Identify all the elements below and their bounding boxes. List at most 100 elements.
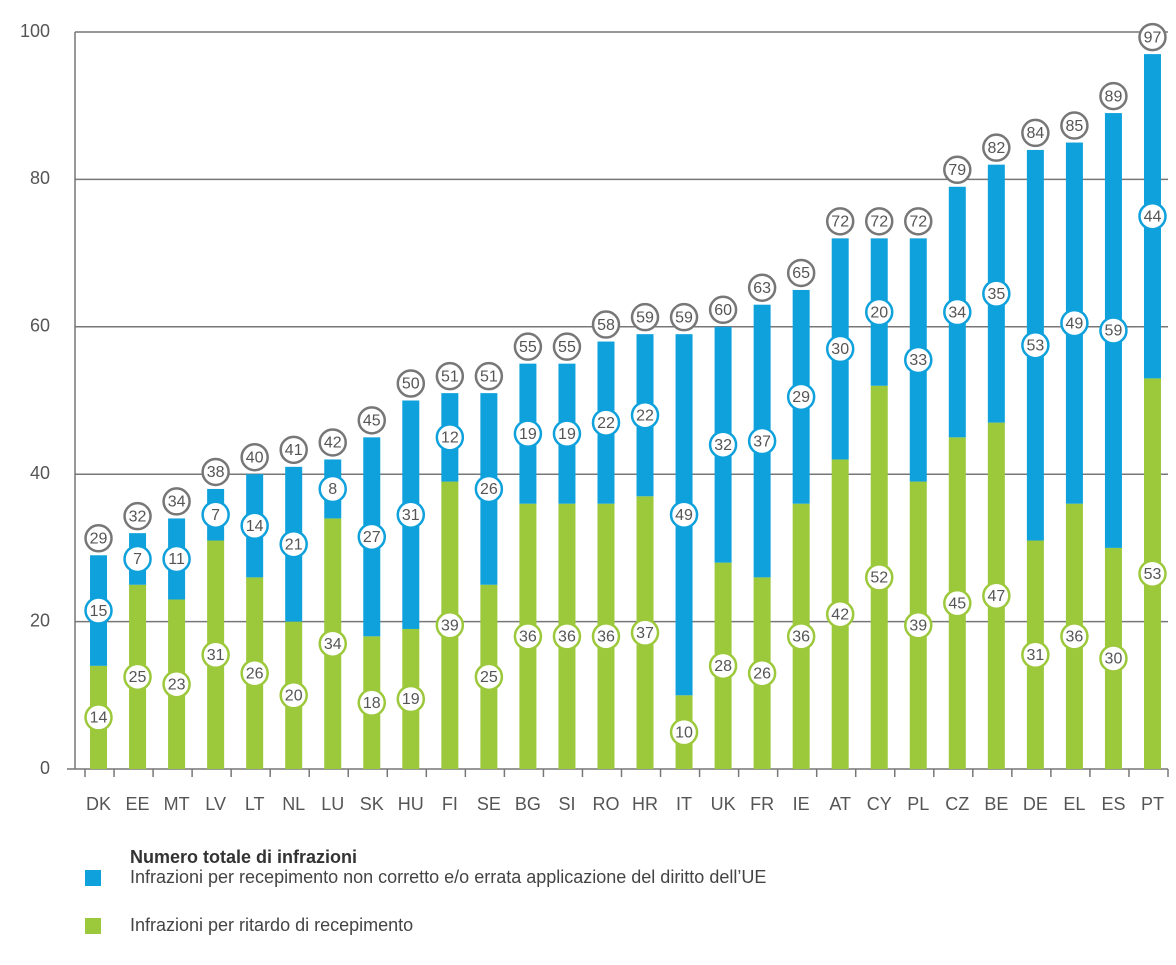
label-circle <box>1099 81 1128 111</box>
value-label: 51 <box>480 368 498 385</box>
label-circle <box>240 658 269 688</box>
label-circle <box>474 361 504 391</box>
label-circle <box>904 207 933 236</box>
label-circle <box>591 622 621 651</box>
label-circle <box>904 345 933 375</box>
label-circle <box>1138 22 1167 52</box>
label-circle <box>123 662 152 692</box>
value-label: 34 <box>324 636 342 653</box>
x-tick-label: RO <box>592 794 619 814</box>
value-label: 14 <box>246 518 264 535</box>
y-tick-label: 40 <box>30 463 50 483</box>
label-circle <box>396 369 426 398</box>
label-circle <box>1060 622 1089 651</box>
label-circle <box>747 273 777 302</box>
label-circle <box>84 703 113 732</box>
value-label: 36 <box>1066 629 1084 646</box>
label-circle <box>279 529 308 559</box>
x-tick-label: EE <box>126 794 150 814</box>
value-label: 39 <box>909 618 927 635</box>
value-label: 72 <box>870 214 888 231</box>
label-circle <box>1060 308 1089 338</box>
value-label: 26 <box>753 665 771 682</box>
value-label: 59 <box>1105 323 1123 340</box>
value-label: 23 <box>168 676 186 693</box>
value-label: 40 <box>246 449 264 466</box>
label-circle <box>513 419 543 448</box>
value-label: 84 <box>1026 125 1044 142</box>
value-label: 37 <box>636 625 654 642</box>
label-circle <box>396 500 426 529</box>
x-tick-label: CY <box>867 794 892 814</box>
value-label: 38 <box>207 464 225 481</box>
x-tick-label: SI <box>558 794 575 814</box>
label-circle <box>825 207 855 236</box>
value-label: 85 <box>1066 118 1084 135</box>
value-label: 34 <box>168 494 186 511</box>
value-label: 25 <box>129 669 147 686</box>
value-label: 29 <box>792 389 810 406</box>
value-label: 26 <box>246 665 264 682</box>
label-circle <box>825 334 855 364</box>
value-label: 39 <box>441 618 459 635</box>
label-circle <box>318 629 347 658</box>
x-tick-label: IE <box>793 794 810 814</box>
value-label: 72 <box>909 214 927 231</box>
value-label: 25 <box>480 669 498 686</box>
label-circle <box>982 133 1011 162</box>
value-label: 52 <box>870 570 888 587</box>
label-circle <box>669 717 699 747</box>
value-label: 49 <box>675 507 693 524</box>
value-label: 30 <box>1105 651 1123 668</box>
label-circle <box>708 430 738 459</box>
x-tick-label: PL <box>907 794 929 814</box>
label-circle <box>630 400 660 430</box>
label-circle <box>708 295 738 325</box>
label-circle <box>591 408 621 437</box>
label-circle <box>435 423 465 452</box>
value-label: 27 <box>363 529 381 546</box>
value-label: 21 <box>285 536 303 553</box>
value-label: 42 <box>831 606 849 623</box>
x-tick-label: LT <box>245 794 265 814</box>
label-circle <box>1060 111 1089 140</box>
label-circle <box>825 599 855 629</box>
label-circle <box>1099 316 1128 345</box>
x-tick-label: AT <box>829 794 851 814</box>
value-label: 28 <box>714 658 732 675</box>
label-circle <box>357 406 387 435</box>
x-tick-label: BG <box>515 794 541 814</box>
value-label: 89 <box>1105 88 1123 105</box>
value-label: 11 <box>168 551 185 568</box>
label-circle <box>1099 644 1128 673</box>
y-tick-label: 100 <box>20 21 50 41</box>
label-circle <box>786 258 816 288</box>
label-circle <box>279 435 308 465</box>
value-label: 10 <box>675 724 693 741</box>
value-label: 45 <box>948 595 966 612</box>
label-circle <box>552 419 582 448</box>
value-label: 55 <box>558 339 576 356</box>
value-label: 45 <box>363 413 381 430</box>
value-label: 19 <box>558 426 576 443</box>
label-circle <box>513 622 543 651</box>
x-tick-label: HR <box>632 794 658 814</box>
x-tick-label: BE <box>984 794 1008 814</box>
x-tick-label: FI <box>442 794 458 814</box>
value-label: 29 <box>90 530 108 547</box>
label-circle <box>943 588 972 618</box>
x-tick-label: LU <box>321 794 344 814</box>
label-circle <box>201 457 230 487</box>
value-label: 7 <box>211 507 220 524</box>
label-circle <box>357 688 387 717</box>
label-circle <box>1021 118 1050 148</box>
value-label: 55 <box>519 339 537 356</box>
value-label: 36 <box>519 629 537 646</box>
x-tick-label: DE <box>1023 794 1048 814</box>
value-label: 36 <box>792 629 810 646</box>
value-label: 65 <box>792 265 810 282</box>
label-circle <box>786 622 816 651</box>
label-circle <box>630 618 660 647</box>
value-label: 22 <box>636 407 654 424</box>
